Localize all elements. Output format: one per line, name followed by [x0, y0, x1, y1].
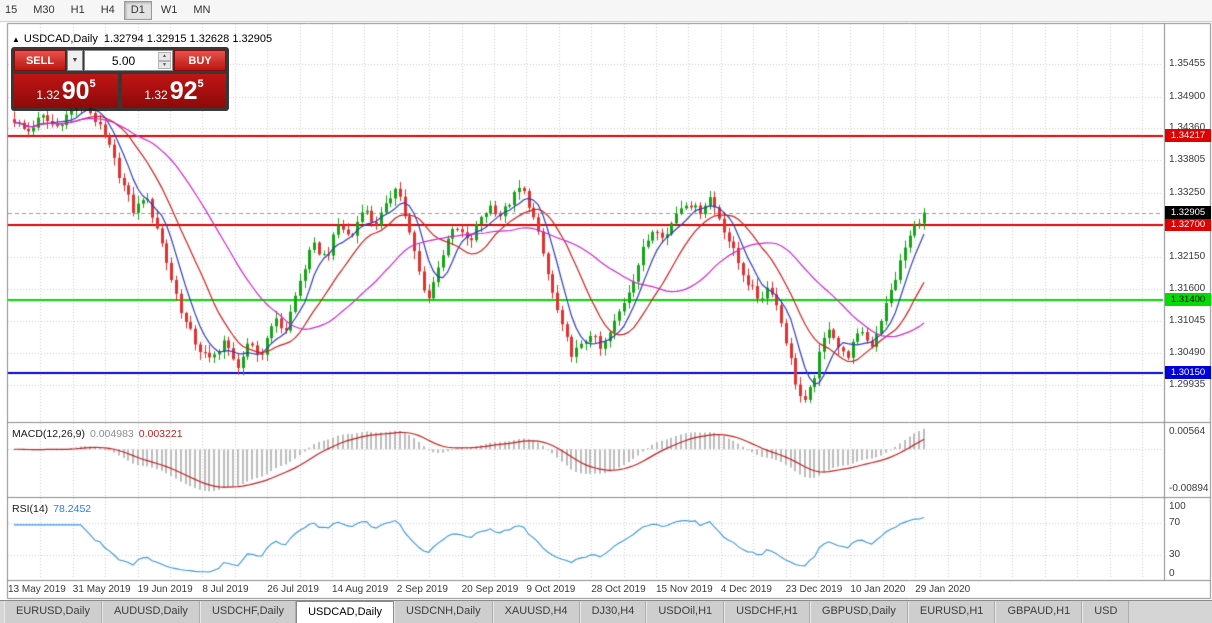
volume-spinner: ▲ ▼ — [158, 52, 171, 69]
tab-audusd-daily[interactable]: AUDUSD,Daily — [101, 601, 200, 623]
timeframe-h1-button[interactable]: H1 — [70, 4, 85, 16]
rsi-value: 78.2452 — [53, 503, 92, 515]
tab-dj30-h4[interactable]: DJ30,H4 — [579, 601, 647, 623]
tab-usd-partial[interactable]: USD — [1082, 601, 1130, 623]
timeframe-toolbar: 15 M30 H1 H4 D1 W1 MN — [0, 0, 1212, 22]
price-level-label[interactable]: 1.31400 — [1165, 293, 1211, 307]
price-level-label[interactable]: 1.32700 — [1165, 217, 1211, 231]
tab-eurusd-daily[interactable]: EURUSD,Daily — [4, 601, 102, 623]
tab-usdchf-daily[interactable]: USDCHF,Daily — [199, 601, 297, 623]
buy-price-sup: 5 — [197, 78, 204, 90]
spinner-down-icon[interactable]: ▼ — [158, 60, 171, 69]
macd-indicator-label: MACD(12,26,9) 0.004983 0.003221 — [12, 428, 183, 440]
timeframe-m15-button[interactable]: 15 — [5, 4, 18, 16]
sell-button[interactable]: SELL — [14, 50, 66, 71]
tab-usdcnh-daily[interactable]: USDCNH,Daily — [394, 601, 493, 623]
macd-signal-value: 0.003221 — [138, 428, 183, 440]
one-click-collapse-icon[interactable]: ▲ — [12, 35, 20, 44]
timeframe-mn-button[interactable]: MN — [193, 4, 211, 16]
rsi-name: RSI(14) — [12, 503, 49, 515]
tab-usdchf-h1[interactable]: USDCHF,H1 — [724, 601, 810, 623]
current-price-label: 1.32905 — [1165, 205, 1211, 219]
tab-usdcad-daily[interactable]: USDCAD,Daily — [296, 601, 395, 623]
buy-button[interactable]: BUY — [174, 50, 226, 71]
macd-main-value: 0.004983 — [89, 428, 134, 440]
sell-price-big: 90 — [61, 77, 90, 105]
chart-ohlc-values: 1.32794 1.32915 1.32628 1.32905 — [103, 33, 273, 45]
tab-gbpusd-daily[interactable]: GBPUSD,Daily — [809, 601, 908, 623]
sell-price-sup: 5 — [89, 78, 96, 90]
price-level-label[interactable]: 1.34217 — [1165, 129, 1211, 143]
volume-input[interactable] — [85, 51, 172, 70]
one-click-trading-panel: SELL ▼ ▲ ▼ BUY 1.32 90 5 1.32 92 5 — [11, 47, 229, 111]
chart-symbol-title: USDCAD,Daily — [23, 33, 98, 45]
price-level-label[interactable]: 1.30150 — [1165, 365, 1211, 379]
timeframe-w1-button[interactable]: W1 — [160, 4, 178, 16]
timeframe-m30-button[interactable]: M30 — [33, 4, 55, 16]
rsi-indicator-label: RSI(14) 78.2452 — [12, 503, 91, 515]
chart-title: ▲ USDCAD,Daily 1.32794 1.32915 1.32628 1.3… — [12, 33, 272, 45]
spinner-up-icon[interactable]: ▲ — [158, 52, 171, 61]
timeframe-d1-button[interactable]: D1 — [123, 1, 152, 20]
volume-box: ▲ ▼ — [84, 50, 173, 71]
sell-price-base: 1.32 — [36, 88, 60, 102]
buy-price-big: 92 — [169, 77, 198, 105]
chart-tab-bar[interactable]: EURUSD,Daily AUDUSD,Daily USDCHF,Daily U… — [0, 600, 1212, 623]
sell-price-display: 1.32 90 5 — [14, 74, 118, 108]
buy-price-base: 1.32 — [144, 88, 168, 102]
tab-usdoil-h1[interactable]: USDOil,H1 — [646, 601, 725, 623]
volume-dropdown-button[interactable]: ▼ — [67, 50, 83, 71]
tab-eurusd-h1[interactable]: EURUSD,H1 — [907, 601, 996, 623]
buy-price-display: 1.32 92 5 — [122, 74, 226, 108]
chevron-down-icon: ▼ — [71, 57, 79, 64]
timeframe-h4-button[interactable]: H4 — [100, 4, 115, 16]
macd-name: MACD(12,26,9) — [12, 428, 85, 440]
tab-xauusd-h4[interactable]: XAUUSD,H4 — [492, 601, 580, 623]
tab-gbpaud-h1[interactable]: GBPAUD,H1 — [995, 601, 1083, 623]
